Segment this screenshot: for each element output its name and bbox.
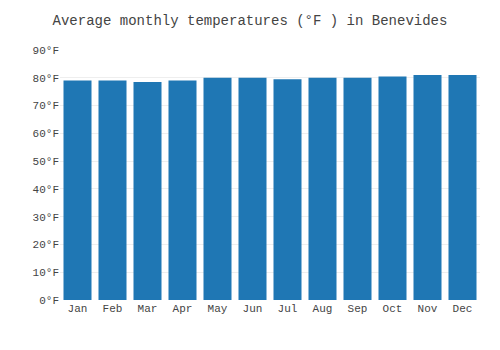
svg-text:30°F: 30°F [33,212,59,224]
svg-text:Aug: Aug [313,303,333,315]
svg-text:Feb: Feb [103,303,123,315]
svg-text:0°F: 0°F [39,295,59,307]
svg-text:Nov: Nov [418,303,438,315]
svg-text:10°F: 10°F [33,267,59,279]
svg-text:Apr: Apr [173,303,193,315]
svg-text:90°F: 90°F [33,45,59,57]
svg-text:Dec: Dec [453,303,473,315]
svg-text:60°F: 60°F [33,128,59,140]
svg-text:80°F: 80°F [33,73,59,85]
svg-text:May: May [208,303,228,315]
svg-text:20°F: 20°F [33,239,59,251]
svg-text:Jun: Jun [243,303,263,315]
svg-text:Jan: Jan [68,303,88,315]
svg-text:Average monthly temperatures (: Average monthly temperatures (°F ) in Be… [53,13,448,29]
svg-text:70°F: 70°F [33,100,59,112]
svg-text:Jul: Jul [278,303,298,315]
svg-text:Mar: Mar [138,303,158,315]
svg-text:40°F: 40°F [33,184,59,196]
svg-text:50°F: 50°F [33,156,59,168]
svg-text:Sep: Sep [348,303,368,315]
svg-text:Oct: Oct [383,303,403,315]
